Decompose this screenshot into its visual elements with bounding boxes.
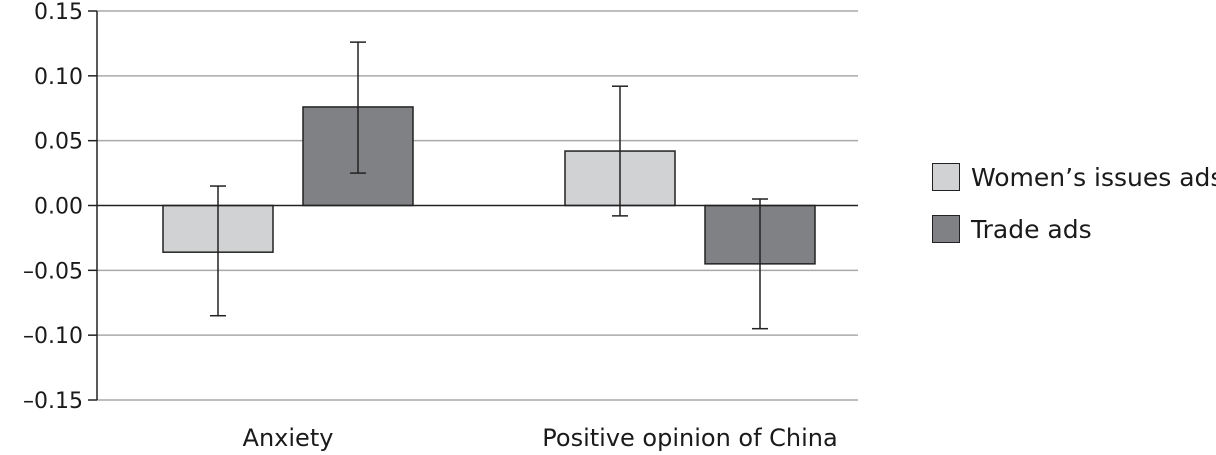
legend: Women’s issues ads Trade ads bbox=[932, 160, 1216, 264]
legend-swatch-womens-issues bbox=[932, 163, 960, 191]
gridlines bbox=[97, 10, 858, 401]
legend-label-womens-issues: Women’s issues ads bbox=[971, 162, 1216, 192]
error-bars bbox=[210, 41, 768, 330]
legend-swatch-trade bbox=[932, 215, 960, 243]
y-tick-label: 0.10 bbox=[34, 65, 83, 90]
y-tick-label: –0.10 bbox=[23, 324, 83, 349]
y-tick-label: 0.15 bbox=[34, 0, 83, 25]
y-axis bbox=[88, 10, 98, 401]
legend-item-trade: Trade ads bbox=[932, 212, 1216, 246]
category-label: Positive opinion of China bbox=[542, 424, 837, 452]
legend-item-womens-issues: Women’s issues ads bbox=[932, 160, 1216, 194]
bars bbox=[162, 106, 816, 265]
category-label: Anxiety bbox=[243, 424, 334, 452]
legend-label-trade: Trade ads bbox=[971, 214, 1092, 244]
y-tick-label: –0.15 bbox=[23, 389, 83, 414]
y-tick-label: –0.05 bbox=[23, 259, 83, 284]
y-tick-label: 0.00 bbox=[34, 195, 83, 220]
axis-labels: 0.15 0.10 0.05 0.00 –0.05 –0.10 –0.15 Anxiety Po… bbox=[23, 0, 838, 452]
y-tick-label: 0.05 bbox=[34, 130, 83, 155]
